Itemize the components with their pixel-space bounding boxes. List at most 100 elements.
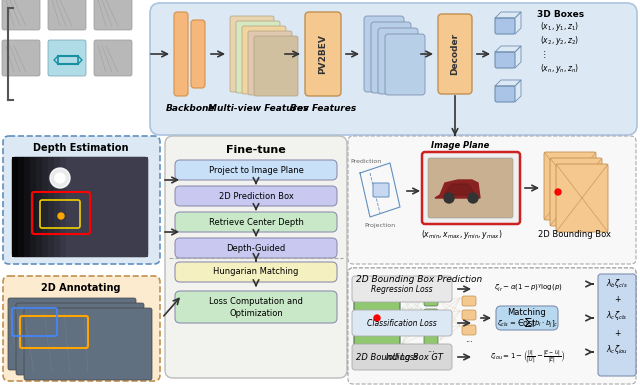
Polygon shape bbox=[444, 184, 476, 195]
FancyBboxPatch shape bbox=[175, 238, 337, 258]
FancyBboxPatch shape bbox=[8, 298, 136, 370]
Text: Projection: Projection bbox=[364, 223, 396, 228]
Text: Regression Loss: Regression Loss bbox=[371, 285, 433, 293]
Text: Fine-tune: Fine-tune bbox=[226, 145, 286, 155]
FancyBboxPatch shape bbox=[24, 308, 152, 380]
FancyBboxPatch shape bbox=[496, 306, 558, 330]
Circle shape bbox=[374, 315, 380, 321]
FancyBboxPatch shape bbox=[598, 274, 636, 376]
Text: $\lambda_c \zeta_{iou}$: $\lambda_c \zeta_{iou}$ bbox=[606, 343, 628, 357]
Text: 2D Prediction Box: 2D Prediction Box bbox=[219, 191, 293, 201]
FancyBboxPatch shape bbox=[30, 157, 148, 257]
FancyBboxPatch shape bbox=[462, 325, 476, 335]
FancyBboxPatch shape bbox=[371, 22, 411, 93]
Circle shape bbox=[444, 193, 454, 203]
Text: 2D Annotating: 2D Annotating bbox=[41, 283, 121, 293]
FancyBboxPatch shape bbox=[165, 136, 347, 378]
Text: ...: ... bbox=[465, 335, 473, 345]
FancyBboxPatch shape bbox=[175, 160, 337, 180]
FancyBboxPatch shape bbox=[364, 16, 404, 92]
Text: Classification Loss: Classification Loss bbox=[367, 318, 437, 328]
FancyBboxPatch shape bbox=[175, 262, 337, 282]
FancyBboxPatch shape bbox=[48, 40, 86, 76]
FancyBboxPatch shape bbox=[348, 268, 636, 378]
Text: Loss Computation and: Loss Computation and bbox=[209, 298, 303, 306]
FancyBboxPatch shape bbox=[42, 157, 148, 257]
Text: Depth Estimation: Depth Estimation bbox=[33, 143, 129, 153]
Text: Backbone: Backbone bbox=[166, 104, 216, 112]
Text: $\lambda_c \zeta_{cls}$: $\lambda_c \zeta_{cls}$ bbox=[606, 310, 628, 323]
Text: +: + bbox=[614, 296, 620, 305]
FancyBboxPatch shape bbox=[354, 290, 400, 346]
FancyBboxPatch shape bbox=[438, 14, 472, 94]
FancyBboxPatch shape bbox=[424, 309, 438, 319]
FancyBboxPatch shape bbox=[60, 157, 148, 257]
FancyBboxPatch shape bbox=[94, 0, 132, 30]
FancyBboxPatch shape bbox=[48, 0, 86, 30]
FancyBboxPatch shape bbox=[373, 183, 389, 197]
Text: Optimization: Optimization bbox=[229, 308, 283, 318]
Text: Prediction: Prediction bbox=[350, 159, 381, 164]
FancyBboxPatch shape bbox=[462, 310, 476, 320]
FancyBboxPatch shape bbox=[348, 136, 636, 264]
Text: 2D Bounding Box: 2D Bounding Box bbox=[538, 229, 611, 238]
Text: IoU Loss: IoU Loss bbox=[386, 353, 418, 362]
FancyBboxPatch shape bbox=[236, 21, 280, 93]
FancyBboxPatch shape bbox=[3, 276, 160, 381]
FancyBboxPatch shape bbox=[352, 310, 452, 336]
Text: 2D Bounding Box Prediction: 2D Bounding Box Prediction bbox=[356, 276, 483, 285]
Text: 2D Bounding Box GT: 2D Bounding Box GT bbox=[356, 353, 443, 362]
Text: $\vdots$: $\vdots$ bbox=[540, 49, 546, 60]
FancyBboxPatch shape bbox=[424, 296, 438, 306]
Text: Multi-view Features: Multi-view Features bbox=[208, 104, 308, 112]
FancyBboxPatch shape bbox=[495, 86, 515, 102]
FancyBboxPatch shape bbox=[348, 268, 636, 378]
FancyBboxPatch shape bbox=[175, 186, 337, 206]
FancyBboxPatch shape bbox=[544, 152, 596, 220]
Text: PV2BEV: PV2BEV bbox=[319, 34, 328, 74]
FancyBboxPatch shape bbox=[94, 40, 132, 76]
Text: $(x_{min}, x_{max}, y_{min}, y_{max})$: $(x_{min}, x_{max}, y_{min}, y_{max})$ bbox=[421, 228, 503, 241]
FancyBboxPatch shape bbox=[175, 212, 337, 232]
Text: Decoder: Decoder bbox=[451, 33, 460, 75]
FancyBboxPatch shape bbox=[424, 335, 438, 345]
FancyBboxPatch shape bbox=[424, 322, 438, 332]
Text: Hungarian Matching: Hungarian Matching bbox=[213, 268, 299, 276]
Text: $(x_2, y_2, z_2)$: $(x_2, y_2, z_2)$ bbox=[540, 33, 579, 47]
FancyBboxPatch shape bbox=[24, 157, 148, 257]
FancyBboxPatch shape bbox=[230, 16, 274, 92]
FancyBboxPatch shape bbox=[348, 268, 636, 384]
FancyBboxPatch shape bbox=[12, 157, 148, 257]
Circle shape bbox=[55, 173, 65, 183]
FancyBboxPatch shape bbox=[385, 34, 425, 95]
Text: +: + bbox=[614, 330, 620, 338]
FancyBboxPatch shape bbox=[550, 158, 602, 226]
Text: $\lambda_b \zeta_{cls}$: $\lambda_b \zeta_{cls}$ bbox=[606, 278, 628, 291]
Circle shape bbox=[50, 168, 70, 188]
Text: $(x_n, y_n, z_n)$: $(x_n, y_n, z_n)$ bbox=[540, 62, 579, 75]
FancyBboxPatch shape bbox=[422, 152, 520, 224]
Text: Depth-Guided: Depth-Guided bbox=[227, 243, 285, 253]
FancyBboxPatch shape bbox=[36, 157, 148, 257]
FancyBboxPatch shape bbox=[18, 157, 148, 257]
FancyBboxPatch shape bbox=[248, 31, 292, 95]
Polygon shape bbox=[435, 180, 480, 198]
FancyBboxPatch shape bbox=[66, 157, 148, 257]
FancyBboxPatch shape bbox=[48, 157, 148, 257]
Text: $\zeta_{iou} = 1 - \left(\frac{|I|}{|U|} - \frac{|E-U|}{|E|}\right)$: $\zeta_{iou} = 1 - \left(\frac{|I|}{|U|}… bbox=[490, 348, 566, 366]
FancyBboxPatch shape bbox=[305, 12, 341, 96]
FancyBboxPatch shape bbox=[150, 3, 637, 135]
FancyBboxPatch shape bbox=[462, 296, 476, 306]
FancyBboxPatch shape bbox=[428, 158, 513, 218]
Circle shape bbox=[468, 193, 478, 203]
Text: $(x_1, y_1, z_1)$: $(x_1, y_1, z_1)$ bbox=[540, 20, 579, 32]
Text: Image Plane: Image Plane bbox=[431, 141, 489, 149]
FancyBboxPatch shape bbox=[12, 157, 148, 257]
FancyBboxPatch shape bbox=[3, 136, 160, 264]
Text: $\zeta_{lr} - \alpha(1-p)^{\gamma}\log(p)$: $\zeta_{lr} - \alpha(1-p)^{\gamma}\log(p… bbox=[493, 283, 563, 295]
Text: Bev Features: Bev Features bbox=[290, 104, 356, 112]
Text: ...: ... bbox=[427, 345, 435, 355]
Circle shape bbox=[555, 189, 561, 195]
FancyBboxPatch shape bbox=[174, 12, 188, 96]
FancyBboxPatch shape bbox=[352, 276, 452, 302]
